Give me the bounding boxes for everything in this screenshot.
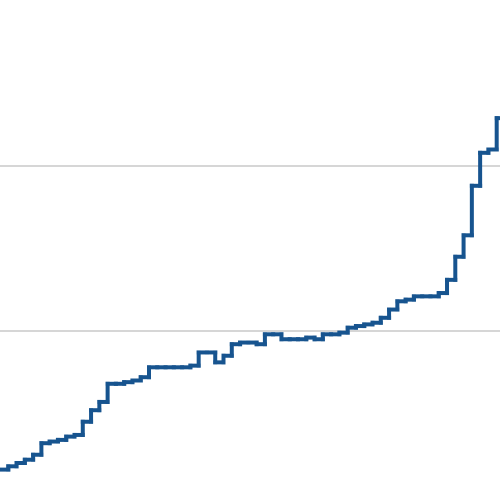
page: (() => { const data = JSON.parse(documen…	[0, 116, 500, 472]
chart	[0, 116, 500, 472]
